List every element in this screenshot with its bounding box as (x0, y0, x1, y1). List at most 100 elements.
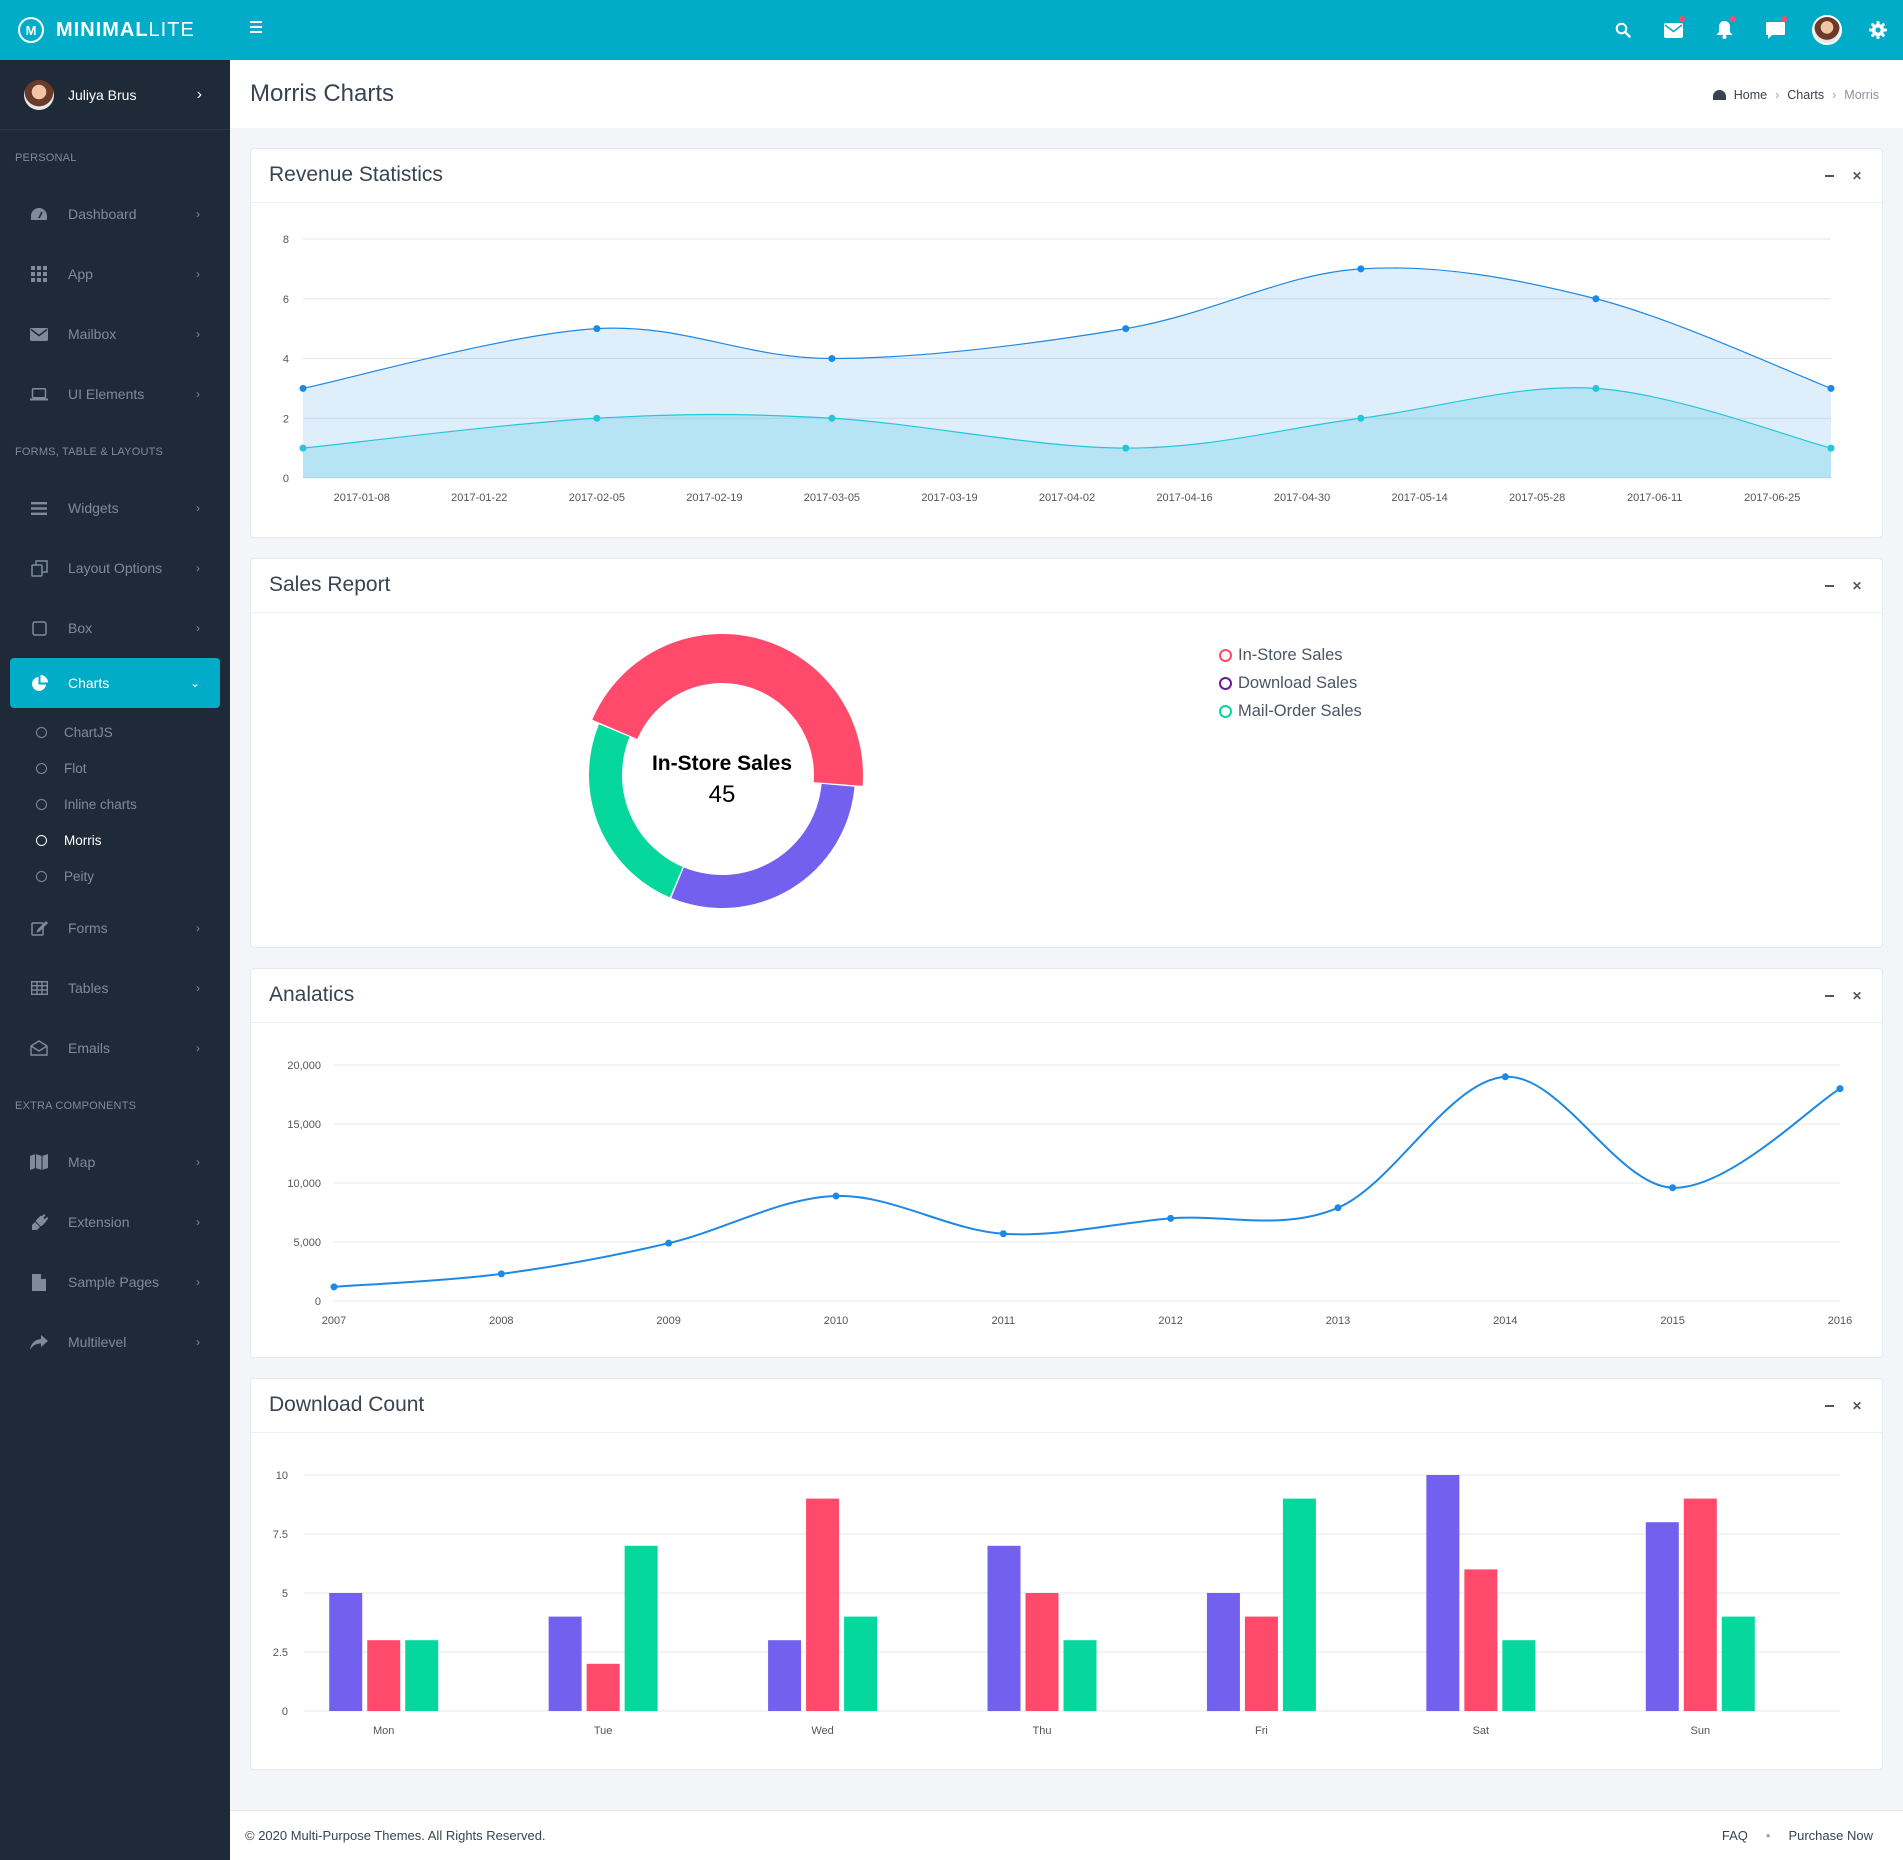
legend-ring-mailorder (1219, 704, 1232, 718)
minimize-icon[interactable] (1822, 989, 1836, 1003)
chevron-right-icon: › (196, 327, 200, 341)
bar (586, 1663, 620, 1711)
close-icon[interactable]: ✕ (1851, 169, 1863, 183)
sidebar-item-mailbox[interactable]: Mailbox › (0, 304, 230, 364)
y-tick-label: 2.5 (273, 1647, 288, 1659)
breadcrumb-home[interactable]: Home (1733, 88, 1768, 102)
submenu-item-flot[interactable]: Flot (0, 750, 230, 786)
y-tick-label: 15,000 (287, 1119, 321, 1131)
chevron-right-icon: › (196, 561, 200, 575)
user-name: Juliya Brus (68, 86, 137, 103)
y-tick-label: 0 (283, 473, 289, 485)
download-count-box: Download Count ✕ 0 2.5 5 7.5 10 Mon Tue Wed Thu F… (250, 1378, 1883, 1770)
x-tick-label: 2008 (489, 1315, 513, 1327)
faq-link[interactable]: FAQ (1721, 1828, 1748, 1843)
data-point (330, 1283, 338, 1291)
chevron-right-icon: › (196, 85, 202, 103)
brand-logo[interactable]: M MINIMALLITE (0, 0, 230, 60)
sales-legend: In-Store Sales Download Sales Mail-Order… (1219, 641, 1362, 725)
purchase-link[interactable]: Purchase Now (1788, 1828, 1873, 1843)
data-point (1334, 1204, 1342, 1212)
user-menu[interactable] (1801, 0, 1852, 60)
breadcrumb-charts[interactable]: Charts (1787, 88, 1825, 102)
legend-item[interactable]: Mail-Order Sales (1219, 697, 1362, 725)
bell-icon[interactable] (1699, 0, 1750, 60)
minimize-icon[interactable] (1822, 1399, 1836, 1413)
legend-item[interactable]: Download Sales (1219, 669, 1362, 697)
close-icon[interactable]: ✕ (1851, 579, 1863, 593)
sidebar-item-charts[interactable]: Charts ⌄ (10, 658, 220, 708)
y-tick-label: 8 (283, 234, 289, 246)
donut-center-label: In-Store Sales (652, 752, 792, 775)
x-tick-label: 2017-04-16 (1156, 492, 1212, 504)
sidebar-item-extension[interactable]: Extension › (0, 1192, 230, 1252)
chat-icon[interactable] (1750, 0, 1801, 60)
x-tick-label: 2017-03-05 (804, 492, 860, 504)
sidebar-item-layout-options[interactable]: Layout Options › (0, 538, 230, 598)
chevron-right-icon: › (196, 981, 200, 995)
x-tick-label: Mon (373, 1725, 394, 1737)
avatar (24, 79, 54, 110)
submenu-item-inline-charts[interactable]: Inline charts (0, 786, 230, 822)
section-forms: FORMS, TABLE & LAYOUTS (15, 446, 164, 458)
dashboard-icon (1712, 90, 1726, 100)
submenu-item-peity[interactable]: Peity (0, 858, 230, 894)
minimize-icon[interactable] (1822, 579, 1836, 593)
data-point (299, 444, 307, 452)
series-line (333, 1075, 1841, 1288)
bar (1244, 1616, 1278, 1711)
close-icon[interactable]: ✕ (1851, 1399, 1863, 1413)
laptop-icon (28, 385, 50, 403)
sidebar-item-box[interactable]: Box › (0, 598, 230, 658)
sidebar-item-label: Dashboard (68, 206, 137, 222)
data-point (1357, 414, 1365, 422)
legend-item[interactable]: In-Store Sales (1219, 641, 1362, 669)
data-point (1122, 444, 1130, 452)
bar (367, 1640, 401, 1711)
x-tick-label: Wed (811, 1725, 833, 1737)
sidebar-item-forms[interactable]: Forms › (0, 898, 230, 958)
close-icon[interactable]: ✕ (1851, 989, 1863, 1003)
sidebar-item-label: Emails (68, 1040, 111, 1056)
file-icon (28, 1273, 50, 1291)
sidebar-item-widgets[interactable]: Widgets › (0, 478, 230, 538)
x-tick-label: 2017-02-05 (569, 492, 625, 504)
sidebar-item-tables[interactable]: Tables › (0, 958, 230, 1018)
pie-chart-icon (28, 674, 50, 692)
content-header: Morris Charts Home › Charts › Morris (230, 60, 1903, 128)
user-panel[interactable]: Juliya Brus › (0, 60, 230, 130)
analytics-box: Analatics ✕ 0 5,000 10,000 15,000 20,000 2007… (250, 968, 1883, 1358)
x-tick-label: 2017-05-14 (1391, 492, 1447, 504)
bar (1426, 1475, 1460, 1711)
y-tick-label: 6 (283, 294, 289, 306)
submenu-item-chartjs[interactable]: ChartJS (0, 714, 230, 750)
mail-icon[interactable] (1648, 0, 1699, 60)
sidebar-toggle-icon[interactable] (245, 18, 267, 40)
data-point (1357, 265, 1365, 273)
analytics-line-chart: 0 5,000 10,000 15,000 20,000 2007 2008 2009 2010… (287, 1060, 1852, 1327)
submenu-item-morris[interactable]: Morris (0, 822, 230, 858)
sidebar-item-multilevel[interactable]: Multilevel › (0, 1312, 230, 1372)
sidebar-item-ui-elements[interactable]: UI Elements › (0, 364, 230, 424)
sidebar-item-dashboard[interactable]: Dashboard › (0, 184, 230, 244)
area-fill (303, 387, 1831, 478)
sidebar-item-label: Sample Pages (68, 1274, 160, 1290)
sidebar-item-emails[interactable]: Emails › (0, 1018, 230, 1078)
bar (1721, 1616, 1755, 1711)
chevron-right-icon: › (196, 1041, 200, 1055)
y-tick-label: 10,000 (287, 1178, 321, 1190)
grid-icon (28, 265, 50, 283)
bell-notification-dot (1730, 16, 1736, 22)
copyright-text: © 2020 Multi-Purpose Themes. All Rights … (245, 1828, 546, 1843)
sidebar-item-app[interactable]: App › (0, 244, 230, 304)
sidebar-item-map[interactable]: Map › (0, 1132, 230, 1192)
chevron-right-icon: › (1775, 88, 1780, 102)
bar (1683, 1498, 1717, 1711)
search-icon[interactable] (1597, 0, 1648, 60)
sidebar-item-sample-pages[interactable]: Sample Pages › (0, 1252, 230, 1312)
gear-icon[interactable] (1852, 0, 1903, 60)
sidebar: Juliya Brus › PERSONAL Dashboard › App ›… (0, 60, 230, 1860)
minimize-icon[interactable] (1822, 169, 1836, 183)
y-tick-label: 5,000 (293, 1237, 321, 1249)
y-tick-label: 7.5 (273, 1529, 288, 1541)
